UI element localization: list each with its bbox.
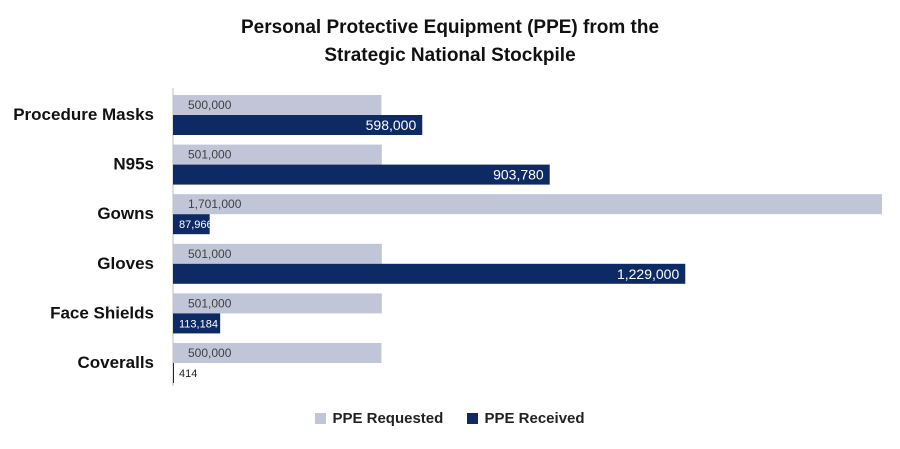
- legend-item-requested: PPE Requested: [315, 410, 443, 427]
- data-label-received-n95s: 903,780: [493, 167, 544, 183]
- bar-requested-gowns: [173, 194, 882, 215]
- data-label-received-gloves: 1,229,000: [617, 266, 679, 282]
- bar-requested-n95s: [173, 144, 382, 165]
- legend-item-received: PPE Received: [467, 410, 585, 427]
- data-label-requested-face-shields: 501,000: [188, 296, 232, 310]
- chart-title-line-2: Strategic National Stockpile: [324, 45, 576, 66]
- data-label-received-face-shields: 113,184: [179, 318, 218, 330]
- data-label-received-procedure-masks: 598,000: [366, 117, 417, 133]
- category-label-coveralls: Coveralls: [77, 353, 154, 372]
- data-label-requested-n95s: 501,000: [188, 148, 232, 162]
- category-label-n95s: N95s: [113, 155, 154, 174]
- chart-title-line-1: Personal Protective Equipment (PPE) from…: [240, 17, 660, 38]
- category-label-face-shields: Face Shields: [50, 303, 154, 322]
- chart-title: Personal Protective Equipment (PPE) from…: [0, 14, 900, 70]
- bar-requested-face-shields: [173, 293, 382, 314]
- legend-label-received: PPE Received: [484, 410, 585, 427]
- data-label-requested-gowns: 1,701,000: [188, 197, 242, 211]
- bar-received-coveralls: [173, 363, 174, 383]
- bar-chart: Procedure Masks 500,000 598,000 N95s 501,000…: [13, 88, 882, 386]
- category-label-gowns: Gowns: [97, 204, 154, 223]
- data-label-requested-coveralls: 500,000: [188, 346, 232, 360]
- category-label-gloves: Gloves: [97, 254, 154, 273]
- legend-swatch-requested: [315, 413, 327, 424]
- data-label-requested-gloves: 501,000: [188, 247, 232, 261]
- bar-received-n95s: [173, 164, 550, 185]
- bar-received-gloves: [173, 263, 686, 284]
- legend: PPE Requested PPE Received: [0, 410, 900, 428]
- bar-received-procedure-masks: [173, 115, 423, 135]
- bar-requested-coveralls: [173, 343, 382, 363]
- legend-swatch-received: [467, 413, 479, 424]
- category-label-procedure-masks: Procedure Masks: [13, 105, 154, 124]
- bar-requested-gloves: [173, 243, 382, 264]
- bar-received-face-shields: [173, 313, 221, 334]
- legend-label-requested: PPE Requested: [332, 410, 444, 427]
- data-label-received-coveralls: 414: [179, 368, 197, 380]
- data-label-requested-procedure-masks: 500,000: [188, 98, 232, 112]
- data-label-received-gowns: 87,966: [179, 219, 213, 231]
- bar-received-gowns: [173, 214, 210, 235]
- bar-requested-procedure-masks: [173, 95, 382, 115]
